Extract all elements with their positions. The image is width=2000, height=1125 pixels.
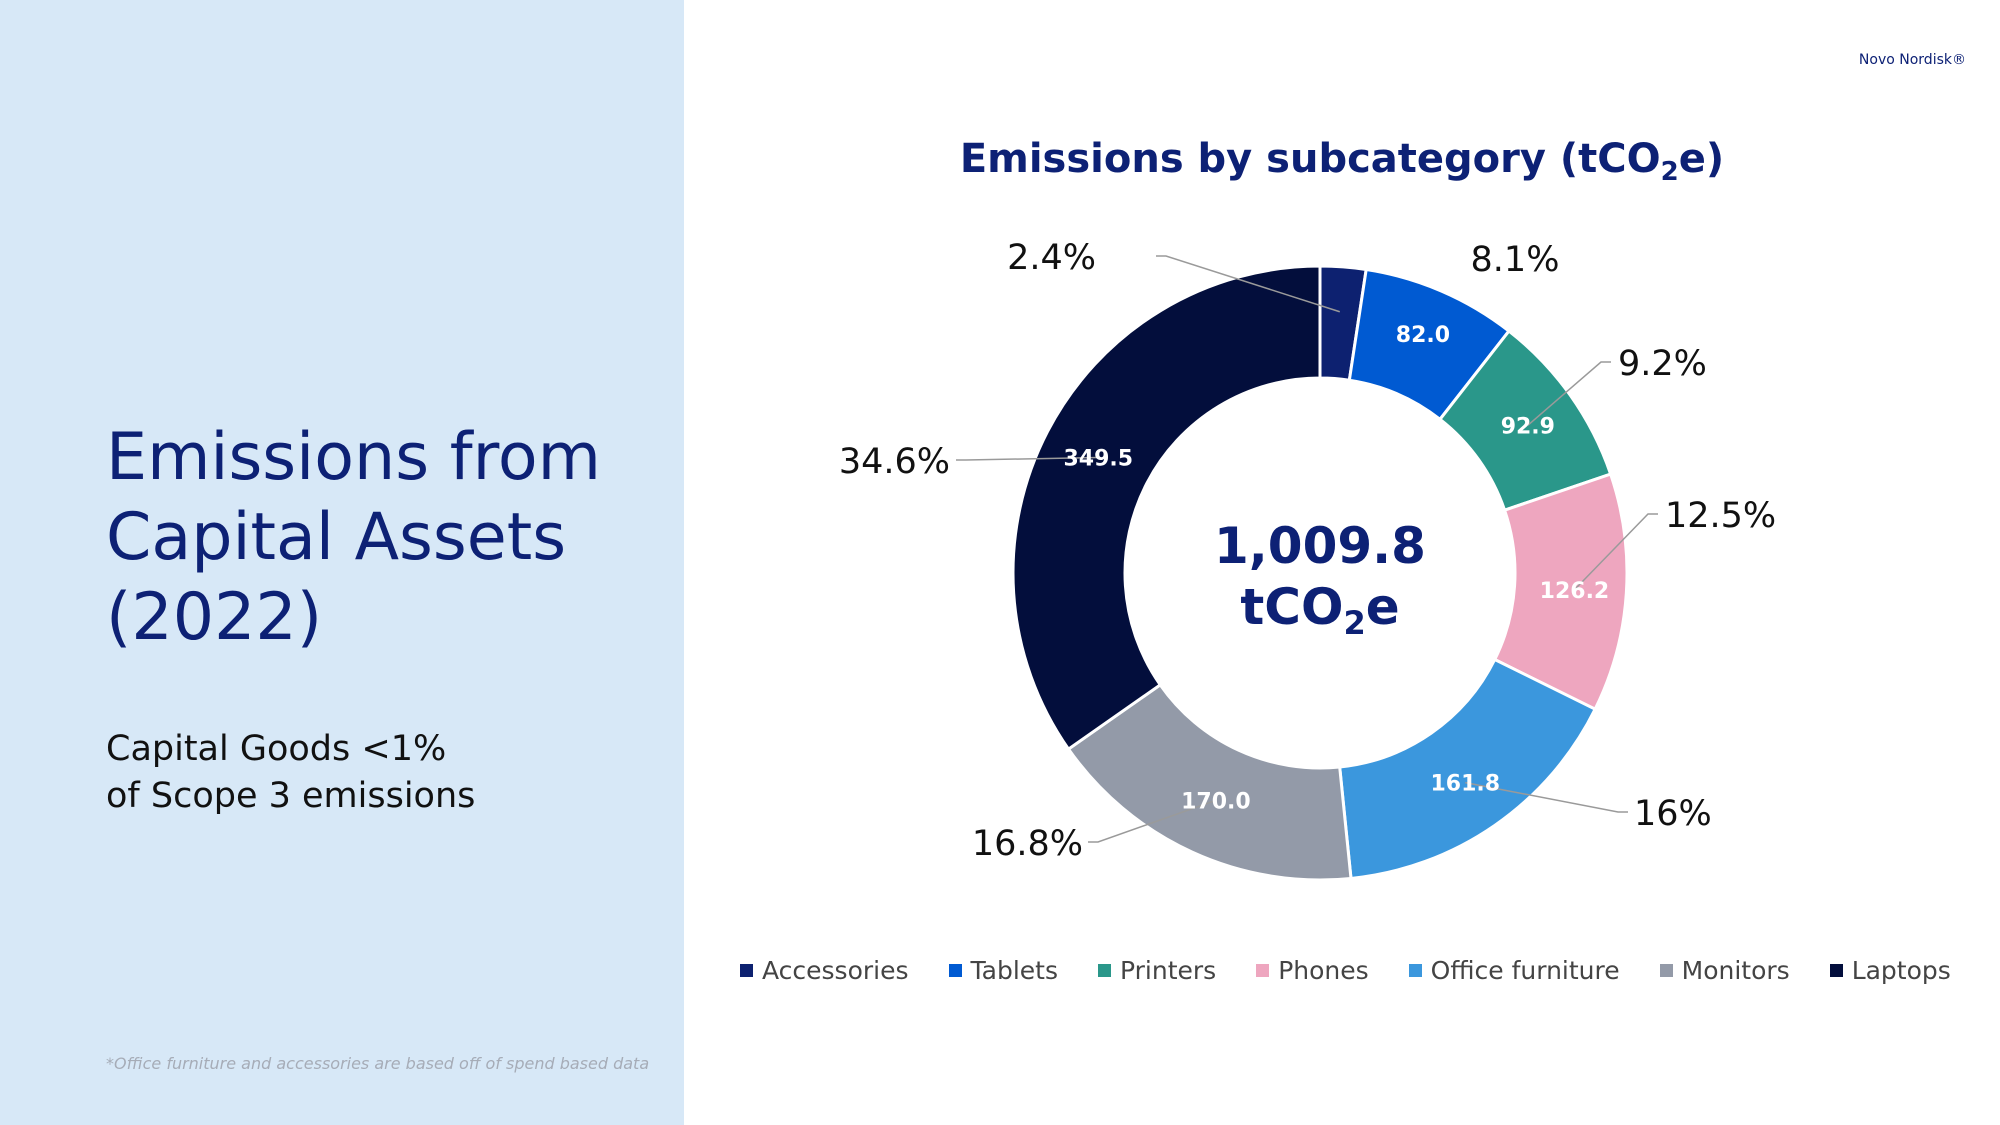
slide-title-line: Emissions from: [106, 420, 601, 495]
slide-title-line: (2022): [106, 580, 323, 655]
value-label-tablets: 82.0: [1396, 323, 1450, 348]
value-label-monitors: 170.0: [1181, 789, 1251, 814]
legend-swatch: [1829, 964, 1843, 977]
slide-subtitle-line: of Scope 3 emissions: [106, 776, 476, 816]
percent-label-office-furniture: 16%: [1634, 794, 1712, 834]
legend-swatch: [740, 964, 753, 977]
chart-title-end: e): [1678, 136, 1725, 182]
legend-item-accessories: Accessories: [740, 956, 909, 985]
leader-line-office-furniture: [1465, 781, 1628, 813]
value-label-phones: 126.2: [1540, 579, 1610, 604]
slide-subtitle-line: Capital Goods <1%: [106, 729, 447, 769]
data-labels: 2.4% 82.0 8.1% 92.9 9.2% 126.2 12.5% 161.8 16% 17…: [839, 238, 1776, 864]
chart-title-main: Emissions by subcategory (tCO: [959, 136, 1661, 182]
percent-label-printers: 9.2%: [1618, 344, 1707, 384]
value-label-office-furniture: 161.8: [1430, 772, 1500, 797]
footnote: *Office furniture and accessories are ba…: [106, 1054, 650, 1073]
legend-label: Office furniture: [1430, 956, 1620, 985]
legend-swatch: [1256, 964, 1270, 977]
percent-label-phones: 12.5%: [1665, 496, 1776, 536]
percent-label-accessories: 2.4%: [1007, 238, 1096, 278]
slide-subtitle: Capital Goods <1% of Scope 3 emissions: [106, 726, 666, 820]
leader-line-accessories: [1156, 255, 1340, 313]
legend-item-tablets: Tablets: [948, 956, 1058, 985]
leader-line-laptops: [956, 456, 1099, 461]
leader-line-printers: [1527, 361, 1611, 426]
slide-title: Emissions from Capital Assets (2022): [106, 418, 666, 658]
legend-swatch: [1659, 964, 1673, 977]
percent-label-laptops: 34.6%: [839, 442, 950, 482]
legend-item-printers: Printers: [1098, 956, 1216, 985]
center-unit-end: e: [1366, 578, 1400, 636]
legend-swatch: [948, 964, 962, 977]
leader-line-monitors: [1088, 799, 1217, 843]
percent-label-tablets: 8.1%: [1471, 240, 1560, 280]
value-label-laptops: 349.5: [1063, 447, 1133, 472]
legend-label: Monitors: [1681, 956, 1790, 985]
donut-slice-laptops: [1011, 264, 1322, 752]
legend-swatch: [1098, 964, 1111, 977]
donut-slice-office-furniture: [1338, 657, 1598, 881]
center-total-value: 1,009.8: [1214, 517, 1426, 575]
legend-label: Accessories: [762, 956, 909, 985]
slide-title-line: Capital Assets: [106, 500, 567, 575]
legend-label: Printers: [1120, 956, 1217, 985]
center-unit-subscript: 2: [1343, 604, 1365, 642]
legend-label: Laptops: [1851, 956, 1951, 985]
leader-lines: [956, 255, 1658, 843]
legend-item-office-furniture: Office furniture: [1408, 956, 1620, 985]
legend-item-monitors: Monitors: [1659, 956, 1790, 985]
left-panel: Emissions from Capital Assets (2022) Cap…: [0, 0, 684, 1125]
center-total-unit: tCO2e: [1240, 578, 1399, 642]
chart-title-subscript: 2: [1660, 157, 1679, 187]
percent-label-monitors: 16.8%: [972, 824, 1083, 864]
brand-logo-text: Novo Nordisk®: [1858, 52, 1966, 68]
donut-slice-monitors: [1066, 682, 1353, 882]
leader-line-phones: [1573, 513, 1658, 591]
legend-label: Phones: [1278, 956, 1369, 985]
legend-item-phones: Phones: [1256, 956, 1369, 985]
legend-label: Tablets: [970, 956, 1058, 985]
value-label-printers: 92.9: [1501, 414, 1555, 439]
legend-swatch: [1408, 964, 1422, 977]
chart-title: Emissions by subcategory (tCO2e): [684, 136, 2000, 187]
chart-legend: Accessories Tablets Printers Phones Office f…: [740, 956, 1980, 985]
donut-slices: [1011, 264, 1629, 882]
center-unit-main: tCO: [1240, 578, 1343, 636]
legend-item-laptops: Laptops: [1829, 956, 1951, 985]
